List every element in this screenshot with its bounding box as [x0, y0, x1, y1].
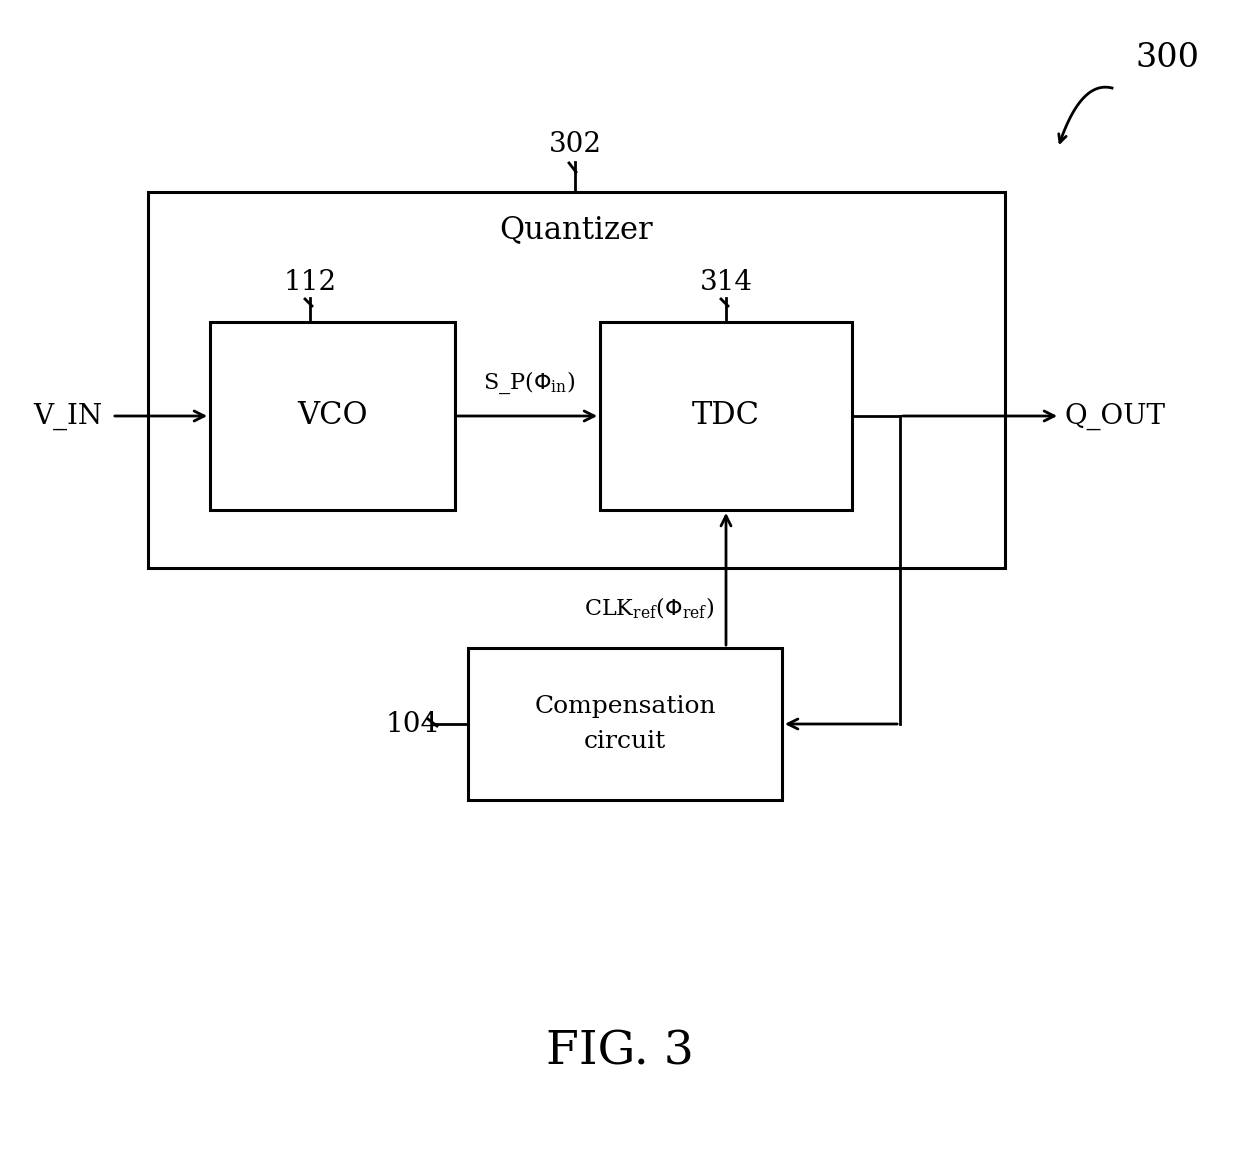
Text: Compensation: Compensation — [534, 695, 715, 718]
Text: CLK$_{\mathregular{ref}}$($\Phi_{\mathregular{ref}}$): CLK$_{\mathregular{ref}}$($\Phi_{\mathre… — [584, 595, 714, 621]
Bar — [148, 192, 1004, 568]
Text: 302: 302 — [548, 132, 601, 158]
Text: Quantizer: Quantizer — [500, 215, 653, 245]
Text: TDC: TDC — [692, 400, 760, 431]
Bar — [467, 649, 782, 800]
Bar — [600, 323, 852, 510]
Text: 300: 300 — [1136, 42, 1200, 74]
Text: 104: 104 — [386, 711, 439, 738]
Text: V_IN: V_IN — [33, 402, 103, 430]
Text: circuit: circuit — [584, 731, 666, 754]
Text: 314: 314 — [699, 269, 753, 296]
Bar — [210, 323, 455, 510]
Text: FIG. 3: FIG. 3 — [546, 1029, 694, 1075]
Text: 112: 112 — [284, 269, 336, 296]
Text: Q_OUT: Q_OUT — [1064, 402, 1166, 430]
Text: S_P($\Phi_{\mathregular{in}}$): S_P($\Phi_{\mathregular{in}}$) — [484, 370, 575, 397]
Text: VCO: VCO — [298, 400, 368, 431]
